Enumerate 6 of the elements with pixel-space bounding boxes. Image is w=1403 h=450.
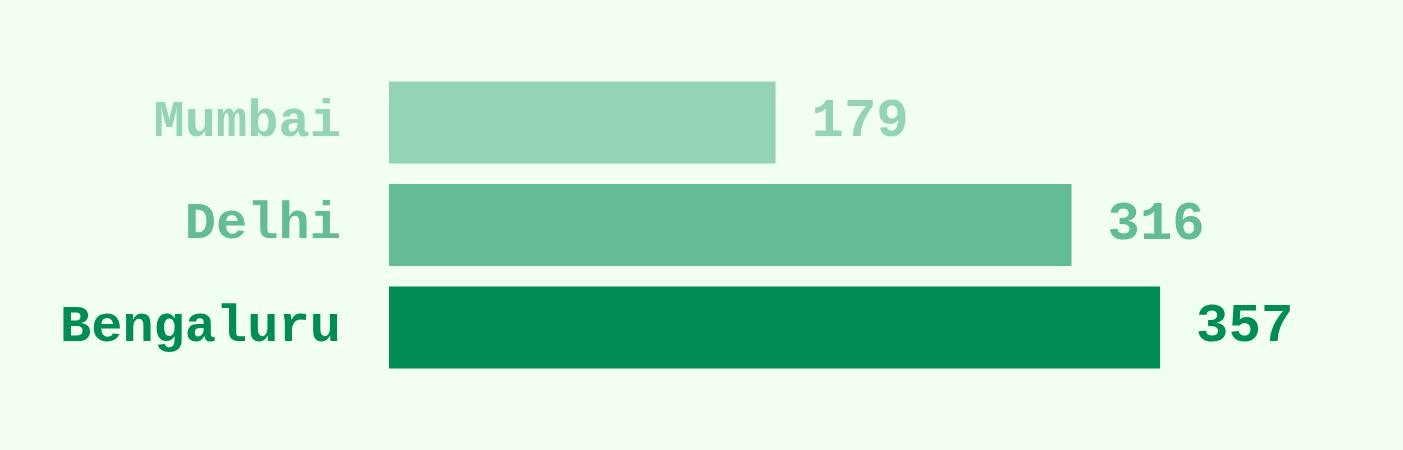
data-label: 179 [811,91,909,153]
y-tick-label: Delhi [184,195,341,255]
y-tick-label: Mumbai [153,92,341,152]
data-label: 316 [1107,193,1205,255]
y-tick-label: Bengaluru [59,297,341,357]
data-label: 357 [1196,296,1294,358]
